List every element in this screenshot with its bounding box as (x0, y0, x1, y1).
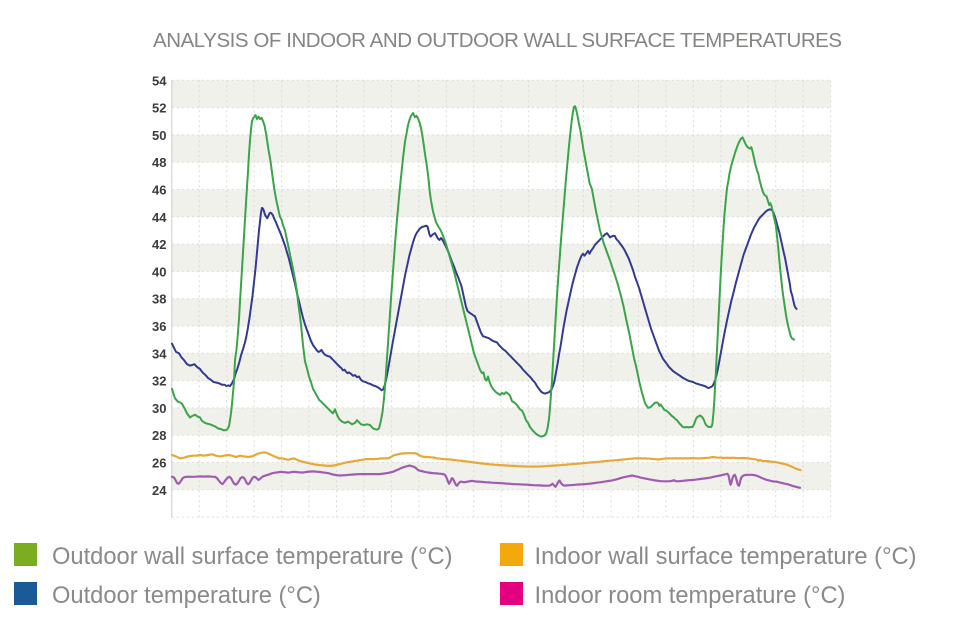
svg-text:ANALYSIS OF INDOOR AND OUTDOOR: ANALYSIS OF INDOOR AND OUTDOOR WALL SURF… (153, 29, 842, 52)
svg-text:28: 28 (152, 428, 166, 443)
svg-text:Indoor room temperature (°C): Indoor room temperature (°C) (535, 583, 846, 609)
svg-text:52: 52 (152, 101, 166, 116)
svg-text:34: 34 (152, 346, 167, 361)
svg-text:30: 30 (152, 401, 166, 416)
svg-text:26: 26 (152, 456, 166, 471)
svg-text:50: 50 (152, 128, 166, 143)
svg-text:Outdoor wall surface temperatu: Outdoor wall surface temperature (°C) (52, 544, 452, 570)
svg-text:36: 36 (152, 319, 166, 334)
svg-text:Outdoor temperature (°C): Outdoor temperature (°C) (52, 583, 321, 609)
svg-text:38: 38 (152, 292, 166, 307)
svg-text:54: 54 (152, 73, 167, 88)
svg-text:44: 44 (152, 210, 167, 225)
svg-text:46: 46 (152, 183, 166, 198)
svg-text:42: 42 (152, 237, 166, 252)
svg-text:24: 24 (152, 483, 167, 498)
svg-text:Indoor wall surface temperatur: Indoor wall surface temperature (°C) (535, 544, 917, 570)
svg-text:48: 48 (152, 155, 166, 170)
svg-text:40: 40 (152, 264, 166, 279)
svg-text:32: 32 (152, 374, 166, 389)
